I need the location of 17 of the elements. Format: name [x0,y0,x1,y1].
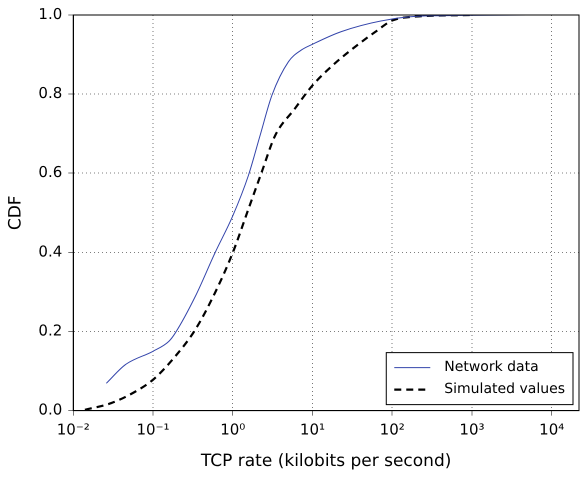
y-tick-label: 0.2 [38,321,62,340]
legend-label: Simulated values [444,381,566,398]
y-tick-label: 0.8 [38,84,62,102]
y-tick-label: 0.4 [38,242,62,260]
x-tick-label: 10⁴ [539,420,564,438]
x-tick-label: 10¹ [300,420,326,438]
y-axis-title: CDF [6,195,26,230]
x-tick-label: 10² [380,420,405,438]
y-tick-label: 0.6 [38,163,62,182]
x-tick-label: 10³ [459,420,485,438]
x-tick-label: 10⁰ [220,420,246,438]
x-tick-label: 10⁻² [56,420,90,438]
legend-label: Network data [444,359,539,376]
y-tick-label: 1.0 [38,4,62,23]
y-tick-label: 0.0 [38,400,62,418]
x-axis-title: TCP rate (kilobits per second) [200,451,452,472]
x-tick-label: 10⁻¹ [136,420,170,438]
